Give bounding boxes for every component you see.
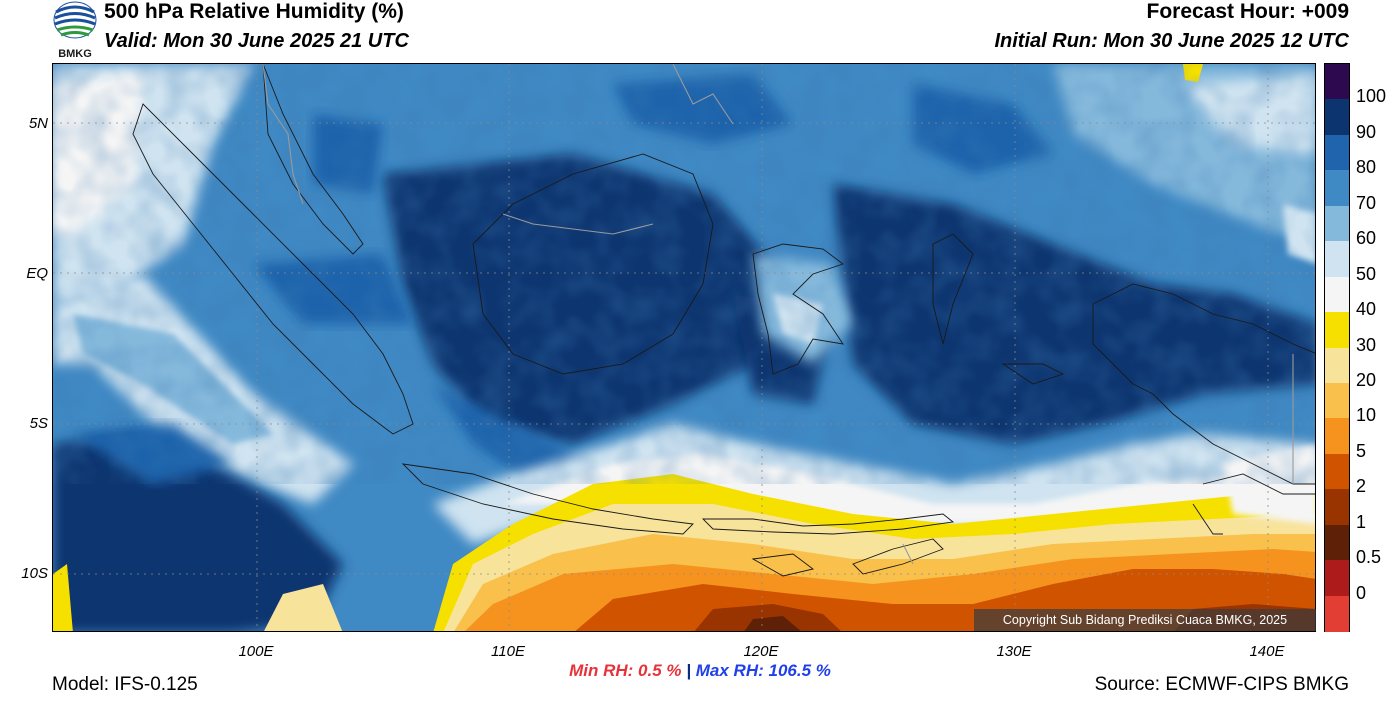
initial-run: Initial Run: Mon 30 June 2025 12 UTC	[994, 30, 1349, 52]
map-title: 500 hPa Relative Humidity (%)	[104, 0, 404, 23]
legend-label: 10	[1356, 405, 1377, 426]
lat-label-5s: 5S	[29, 415, 48, 432]
legend-swatch	[1325, 418, 1349, 455]
legend-label: 90	[1356, 121, 1377, 142]
legend-swatch	[1325, 560, 1349, 597]
legend-swatch	[1325, 99, 1349, 136]
legend-swatch	[1325, 453, 1349, 490]
max-rh-value: 106.5 %	[768, 661, 831, 680]
lon-label-100e: 100E	[238, 643, 274, 660]
legend-swatch	[1325, 312, 1349, 348]
humidity-map	[52, 63, 1316, 632]
legend-swatch	[1325, 382, 1349, 419]
legend-label: 0.5	[1356, 547, 1382, 568]
data-source: Source: ECMWF-CIPS BMKG	[1094, 674, 1349, 695]
legend-swatch	[1325, 595, 1349, 632]
legend-swatch	[1325, 489, 1349, 526]
legend-label: 2	[1356, 476, 1367, 497]
lat-label-5n: 5N	[28, 115, 48, 132]
legend-label: 1	[1356, 511, 1367, 532]
humidity-field	[53, 64, 1315, 631]
legend-label: 20	[1356, 369, 1377, 390]
valid-time: Valid: Mon 30 June 2025 21 UTC	[104, 30, 409, 52]
lon-label-140e: 140E	[1249, 643, 1285, 660]
lon-label-110e: 110E	[491, 643, 525, 660]
model-name: Model: IFS-0.125	[52, 674, 198, 695]
legend-swatch	[1325, 170, 1349, 207]
color-legend	[1324, 63, 1350, 632]
lon-label-120e: 120E	[743, 643, 779, 660]
legend-swatch	[1325, 64, 1349, 100]
legend-label: 50	[1356, 263, 1377, 284]
lon-label-130e: 130E	[996, 643, 1032, 660]
min-rh-label: Min RH:	[569, 661, 634, 680]
stats-separator: |	[686, 661, 692, 680]
legend-label: 70	[1356, 192, 1377, 213]
legend-label: 0	[1356, 582, 1367, 603]
legend-swatch	[1325, 134, 1349, 171]
forecast-hour: Forecast Hour: +009	[1146, 0, 1350, 23]
legend-swatch	[1325, 241, 1349, 278]
logo-text: BMKG	[58, 48, 92, 60]
rh-stats: Min RH: 0.5 % | Max RH: 106.5 %	[0, 661, 1400, 681]
lat-label-eq: EQ	[26, 265, 48, 282]
min-rh-value: 0.5 %	[638, 661, 682, 680]
legend-label: 80	[1356, 157, 1377, 178]
legend-label: 100	[1356, 86, 1387, 107]
bmkg-logo: BMKG	[50, 0, 100, 60]
legend-label: 60	[1356, 228, 1377, 249]
legend-swatch	[1325, 347, 1349, 384]
max-rh-label: Max RH:	[695, 661, 764, 680]
legend-label: 5	[1356, 440, 1367, 461]
legend-label: 30	[1356, 334, 1377, 355]
copyright-notice: Copyright Sub Bidang Prediksi Cuaca BMKG…	[974, 609, 1316, 631]
legend-swatch	[1325, 276, 1349, 313]
legend-swatch	[1325, 205, 1349, 242]
legend-label: 40	[1356, 299, 1377, 320]
legend-swatch	[1325, 524, 1349, 561]
lat-label-10s: 10S	[21, 565, 48, 582]
